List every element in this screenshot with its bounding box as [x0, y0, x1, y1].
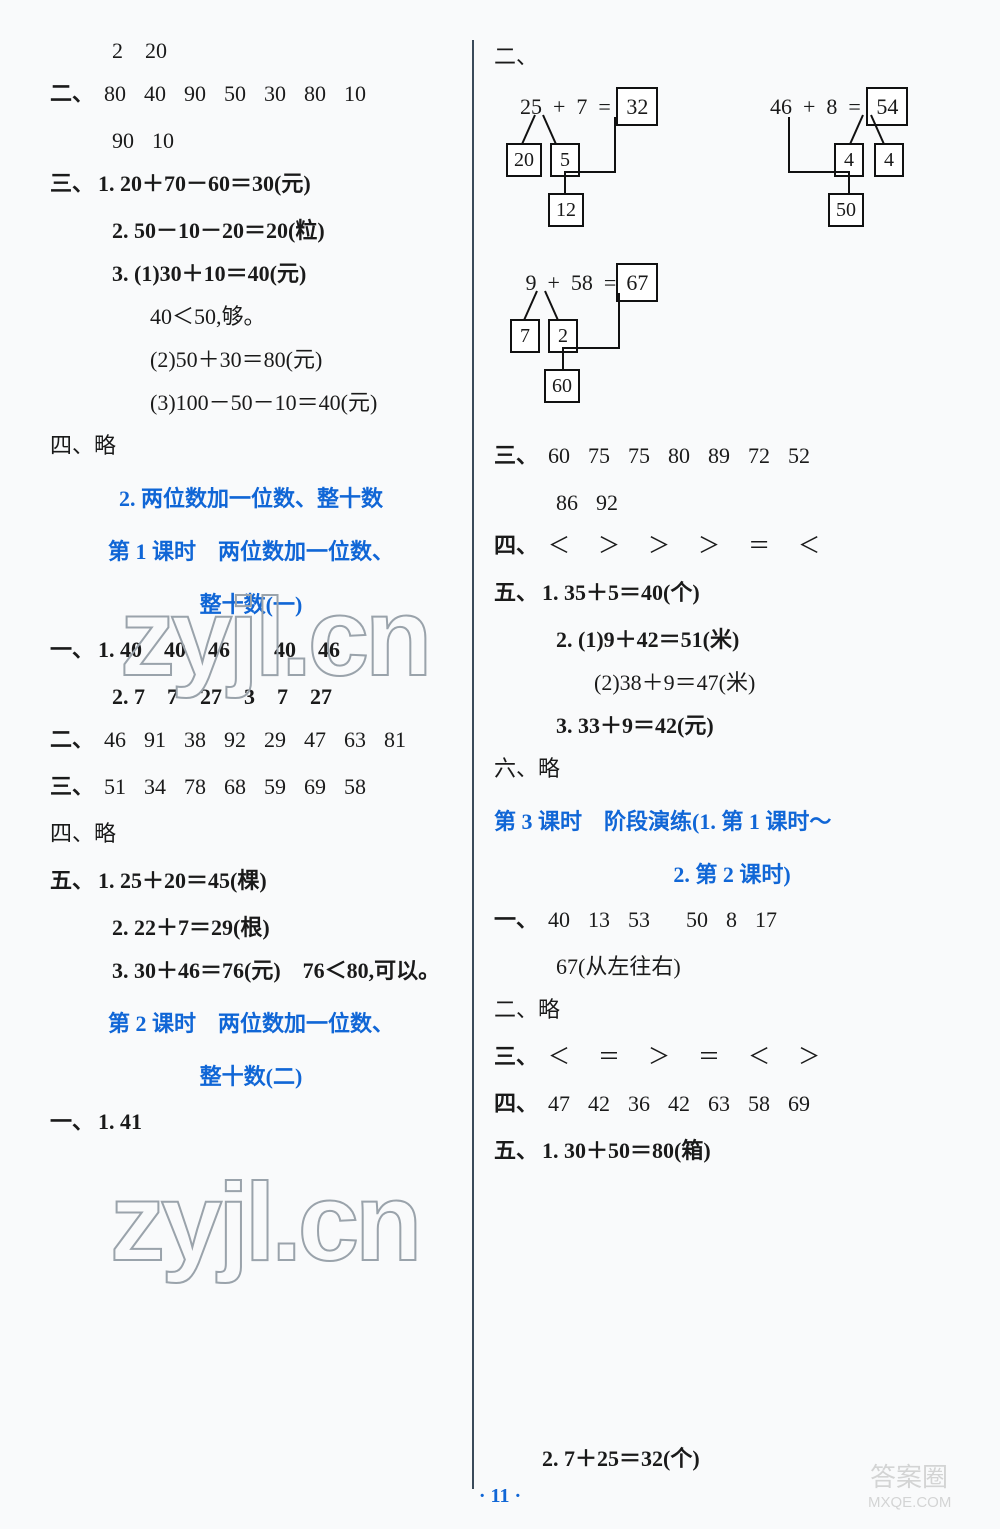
- page-number: · 11 ·: [0, 1481, 1000, 1511]
- r6: 六、略: [494, 752, 970, 785]
- carry-box: 50: [828, 193, 864, 227]
- r5-label: 五、: [494, 576, 542, 609]
- b1-label: 一、: [50, 1105, 98, 1138]
- row-san: 三、 1. 20＋70－60＝30(元): [50, 167, 452, 200]
- label-san: 三、: [50, 167, 98, 200]
- b1-1: 1. 41: [98, 1105, 142, 1138]
- heading-lesson1a: 第 1 课时 两位数加一位数、: [50, 535, 452, 568]
- a5: 五、 1. 25＋20＝45(棵): [50, 864, 452, 897]
- r5: 五、 1. 35＋5＝40(个): [494, 576, 970, 609]
- san-2: 2. 50－10－20＝20(粒): [112, 214, 452, 247]
- c2: 二、略: [494, 993, 970, 1026]
- diagram-2: 46 + 8 = 54 4 4 50: [770, 87, 970, 237]
- heading-sec2: 2. 两位数加一位数、整十数: [50, 482, 452, 515]
- r3: 三、 60 75 75 80 89 72 52: [494, 439, 970, 472]
- c4-vals: 47 42 36 42 63 58 69: [548, 1087, 810, 1120]
- a2: 二、 46 91 38 92 29 47 63 81: [50, 723, 452, 756]
- c4: 四、 47 42 36 42 63 58 69: [494, 1087, 970, 1120]
- r5-2: 2. (1)9＋42＝51(米): [556, 623, 970, 656]
- san-3d: (3)100－50－10＝40(元): [150, 386, 452, 419]
- split-box: 7: [510, 319, 540, 353]
- heading-lesson2b: 整十数(二): [50, 1060, 452, 1093]
- carry-box: 12: [548, 193, 584, 227]
- a5-1: 1. 25＋20＝45(棵): [98, 864, 267, 897]
- c1b: 67(从左往右): [556, 950, 970, 983]
- heading-lesson3b: 2. 第 2 课时): [494, 858, 970, 891]
- heading-lesson1b: 整十数(一): [50, 588, 452, 621]
- split-box: 20: [506, 143, 542, 177]
- a1-1: 1. 40 40 46 40 46: [98, 633, 340, 666]
- san-1: 1. 20＋70－60＝30(元): [98, 167, 311, 200]
- c4-label: 四、: [494, 1087, 542, 1120]
- r1: 二、: [494, 40, 970, 73]
- r4-vals: ＜ ＞ ＞ ＞ ＝ ＜: [548, 529, 820, 562]
- page: 2 20 二、 80 40 90 50 30 80 10 90 10 三、 1.…: [0, 0, 1000, 1529]
- r4: 四、 ＜ ＞ ＞ ＞ ＝ ＜: [494, 529, 970, 562]
- b1: 一、 1. 41: [50, 1105, 452, 1138]
- r4-label: 四、: [494, 529, 542, 562]
- c1-label: 一、: [494, 903, 542, 936]
- a5-3: 3. 30＋46＝76(元) 76＜80,可以。: [112, 954, 452, 987]
- r5-1: 1. 35＋5＝40(个): [542, 576, 700, 609]
- a2-label: 二、: [50, 723, 98, 756]
- r3-label: 三、: [494, 439, 542, 472]
- heading-lesson3a: 第 3 课时 阶段演练(1. 第 1 课时～: [494, 805, 970, 838]
- san-3b: 40＜50,够。: [150, 300, 452, 333]
- a5-2: 2. 22＋7＝29(根): [112, 911, 452, 944]
- diagram-row-1: 25 + 7 = 32 20 5 12 46 + 8: [520, 87, 970, 237]
- san-3c: (2)50＋30＝80(元): [150, 343, 452, 376]
- vals: 80 40 90 50 30 80 10: [104, 77, 366, 110]
- left-column: 2 20 二、 80 40 90 50 30 80 10 90 10 三、 1.…: [50, 30, 472, 1499]
- a1-label: 一、: [50, 633, 98, 666]
- diagram-3: 9 + 58 =67 7 2 60: [520, 263, 720, 413]
- right-column: 二、 25 + 7 = 32 20 5 12: [474, 30, 970, 1499]
- r3-vals: 60 75 75 80 89 72 52: [548, 439, 810, 472]
- c3: 三、 ＜ ＝ ＞ ＝ ＜ ＞: [494, 1040, 970, 1073]
- c1: 一、 40 13 53 50 8 17: [494, 903, 970, 936]
- r3b: 86 92: [556, 486, 970, 519]
- heading-lesson2a: 第 2 课时 两位数加一位数、: [50, 1007, 452, 1040]
- diagram-row-2: 9 + 58 =67 7 2 60: [520, 263, 970, 413]
- r5-3: 3. 33＋9＝42(元): [556, 709, 970, 742]
- row-si: 四、略: [50, 429, 452, 462]
- split-box: 4: [874, 143, 904, 177]
- c3-label: 三、: [494, 1040, 542, 1073]
- c1-vals: 40 13 53 50 8 17: [548, 903, 777, 936]
- a3-label: 三、: [50, 770, 98, 803]
- a4: 四、略: [50, 817, 452, 850]
- result-box: 67: [616, 263, 658, 302]
- san-3: 3. (1)30＋10＝40(元): [112, 257, 452, 290]
- label-er: 二、: [50, 77, 98, 110]
- c5: 五、 1. 30＋50＝80(箱): [494, 1134, 970, 1167]
- a1-2: 2. 7 7 27 3 7 27: [112, 680, 452, 713]
- r5-2b: (2)38＋9＝47(米): [594, 666, 970, 699]
- a2-vals: 46 91 38 92 29 47 63 81: [104, 723, 406, 756]
- c5-1: 1. 30＋50＝80(箱): [542, 1134, 711, 1167]
- result-box: 32: [616, 87, 658, 126]
- diagram-1: 25 + 7 = 32 20 5 12: [520, 87, 710, 237]
- a5-label: 五、: [50, 864, 98, 897]
- a3-vals: 51 34 78 68 59 69 58: [104, 770, 366, 803]
- c3-vals: ＜ ＝ ＞ ＝ ＜ ＞: [548, 1040, 820, 1073]
- a3: 三、 51 34 78 68 59 69 58: [50, 770, 452, 803]
- vals-cont: 90 10: [112, 124, 452, 157]
- line: 2 20: [112, 34, 452, 67]
- a1: 一、 1. 40 40 46 40 46: [50, 633, 452, 666]
- row-er: 二、 80 40 90 50 30 80 10: [50, 77, 452, 110]
- carry-box: 60: [544, 369, 580, 403]
- left-b2: 2. 7＋25＝32(个): [542, 1442, 700, 1475]
- c5-label: 五、: [494, 1134, 542, 1167]
